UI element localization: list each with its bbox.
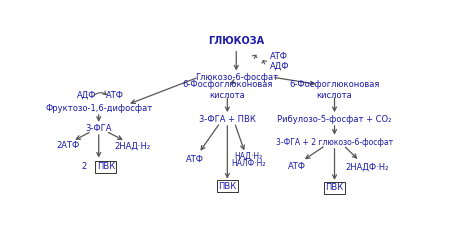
Text: 6-Фосфоглюконовая
кислота: 6-Фосфоглюконовая кислота <box>290 80 380 100</box>
Text: 3-ФГА + 2 глюкозо-6-фосфат: 3-ФГА + 2 глюкозо-6-фосфат <box>276 138 393 147</box>
Text: НАЛФ·Н₂: НАЛФ·Н₂ <box>231 159 266 168</box>
Text: 6-Фосфоглюконовая
кислота: 6-Фосфоглюконовая кислота <box>182 80 272 100</box>
Text: 2НАД·Н₂: 2НАД·Н₂ <box>115 141 151 150</box>
Text: АТФ: АТФ <box>106 91 124 100</box>
Text: АДФ: АДФ <box>77 91 97 100</box>
Text: 2АТФ: 2АТФ <box>57 141 80 150</box>
Text: Фруктозо-1,6-дифосфат: Фруктозо-1,6-дифосфат <box>45 104 152 113</box>
Text: 3-ФГА: 3-ФГА <box>85 124 112 133</box>
Text: АДФ: АДФ <box>270 62 290 71</box>
Text: ГЛЮКОЗА: ГЛЮКОЗА <box>208 36 264 46</box>
Text: АТФ: АТФ <box>270 52 288 61</box>
Text: 3-ФГА + ПВК: 3-ФГА + ПВК <box>199 115 256 124</box>
Text: 2НАДФ·Н₂: 2НАДФ·Н₂ <box>345 162 388 171</box>
Text: 2: 2 <box>82 162 87 171</box>
Text: АТФ: АТФ <box>288 162 306 171</box>
Text: ПВК: ПВК <box>218 182 236 191</box>
Text: АТФ: АТФ <box>186 155 204 164</box>
Text: Глюкозо-6-фосфат: Глюкозо-6-фосфат <box>195 73 278 82</box>
Text: ПВК: ПВК <box>97 162 115 171</box>
Text: ПВК: ПВК <box>325 183 343 193</box>
Text: НАД·Н₂: НАД·Н₂ <box>235 151 263 160</box>
Text: Рибулозо-5-фосфат + СО₂: Рибулозо-5-фосфат + СО₂ <box>278 115 392 124</box>
